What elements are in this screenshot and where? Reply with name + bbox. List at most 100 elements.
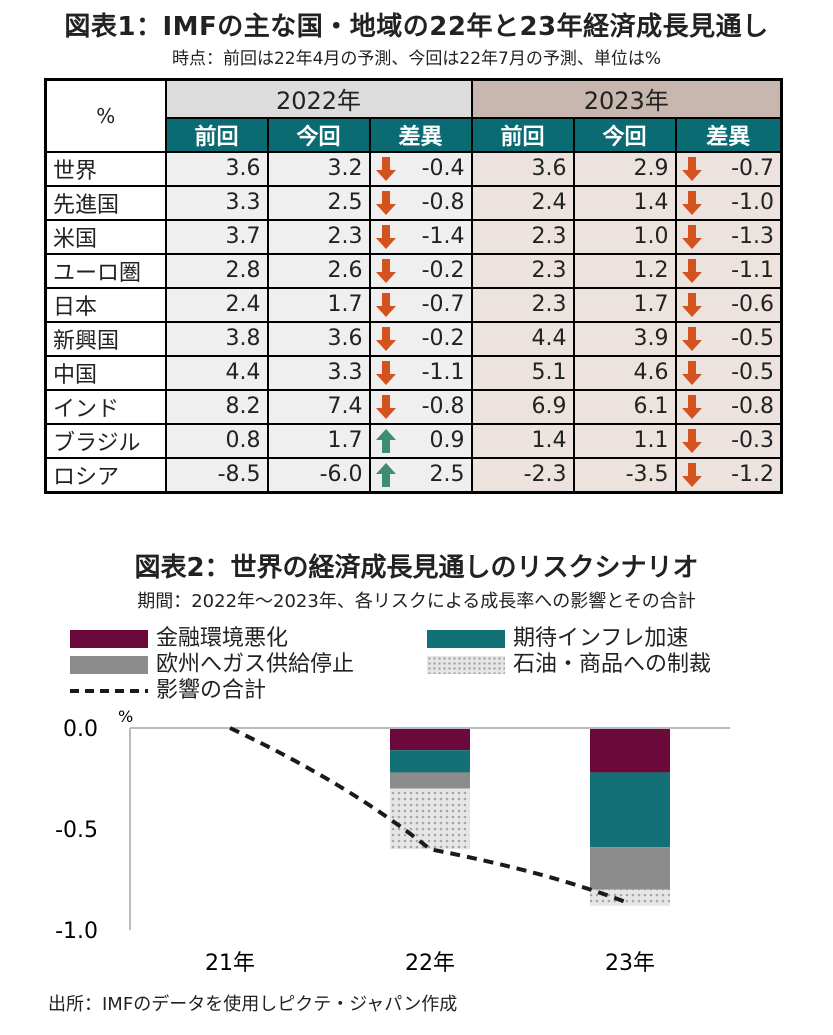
diff-value: -0.8 xyxy=(421,190,465,215)
diff-cell: -0.8 xyxy=(368,184,473,221)
diff-cell: -1.1 xyxy=(368,354,473,391)
value-cell: 2.4 xyxy=(470,184,575,221)
down-arrow-icon xyxy=(681,428,702,453)
legend-item-sanctions: 石油・商品への制裁 xyxy=(427,652,711,678)
value-cell: 4.4 xyxy=(164,354,269,391)
row-label: 先進国 xyxy=(44,184,167,221)
diff-cell: -1.3 xyxy=(674,218,783,255)
down-arrow-icon xyxy=(681,258,702,283)
table-row: ブラジル 0.8 1.7 0.9 1.4 1.1 -0.3 xyxy=(44,422,783,459)
diff-cell: -0.7 xyxy=(368,286,473,323)
bar-segment xyxy=(590,847,670,890)
diff-value: -0.5 xyxy=(731,326,775,351)
row-label: インド xyxy=(44,388,167,425)
diff-cell: -1.1 xyxy=(674,252,783,289)
table-row: ユーロ圏 2.8 2.6 -0.2 2.3 1.2 -1.1 xyxy=(44,252,783,289)
subheader-prev-2023: 前回 xyxy=(470,116,575,153)
table-title: 図表1：IMFの主な国・地域の22年と23年経済成長見通し xyxy=(64,12,769,42)
diff-cell: -0.5 xyxy=(674,354,783,391)
risk-scenario-chart: % 0.0 -0.5 -1.0 21年 22年 23年 xyxy=(55,707,730,976)
diff-value: -0.8 xyxy=(731,394,775,419)
down-arrow-icon xyxy=(681,224,702,249)
down-arrow-icon xyxy=(375,394,396,419)
diff-value: -1.1 xyxy=(731,258,775,283)
row-label: 世界 xyxy=(44,150,167,187)
y-tick-label: 0.0 xyxy=(63,717,98,742)
value-cell: 0.8 xyxy=(164,422,269,459)
diff-cell: -0.3 xyxy=(674,422,783,459)
down-arrow-icon xyxy=(681,462,702,487)
diff-value: -1.4 xyxy=(421,224,465,249)
subheader-curr-2022: 今回 xyxy=(266,116,371,153)
value-cell: 2.4 xyxy=(164,286,269,323)
diff-value: -0.2 xyxy=(421,258,465,283)
legend-label-financial: 金融環境悪化 xyxy=(156,626,289,651)
diff-cell: -1.0 xyxy=(674,184,783,221)
chart-subtitle: 期間：2022年～2023年、各リスクによる成長率への影響とその合計 xyxy=(137,591,696,612)
legend-item-financial: 金融環境悪化 xyxy=(70,626,288,652)
diff-value: -0.7 xyxy=(731,156,775,181)
value-cell: -6.0 xyxy=(266,456,371,493)
legend-label-sanctions: 石油・商品への制裁 xyxy=(513,652,712,677)
bar-segment xyxy=(390,728,470,751)
value-cell: 2.3 xyxy=(266,218,371,255)
value-cell: 1.7 xyxy=(572,286,677,323)
bar-segment xyxy=(390,772,470,789)
bar-segment xyxy=(590,772,670,848)
source-note: 出所：IMFのデータを使用しピクテ・ジャパン作成 xyxy=(48,994,458,1015)
row-label: 新興国 xyxy=(44,320,167,357)
value-cell: -2.3 xyxy=(470,456,575,493)
diff-cell: -0.2 xyxy=(368,320,473,357)
value-cell: 3.7 xyxy=(164,218,269,255)
down-arrow-icon xyxy=(681,156,702,181)
diff-cell: -0.6 xyxy=(674,286,783,323)
legend-label-total: 影響の合計 xyxy=(156,678,267,703)
value-cell: -8.5 xyxy=(164,456,269,493)
bar-segment xyxy=(390,788,470,850)
diff-cell: -0.4 xyxy=(368,150,473,187)
row-label: ロシア xyxy=(44,456,167,493)
legend-item-gas: 欧州へガス供給停止 xyxy=(70,652,354,678)
table-subtitle: 時点：前回は22年4月の予測、今回は22年7月の予測、単位は% xyxy=(171,49,662,69)
legend-item-total: 影響の合計 xyxy=(70,678,266,704)
value-cell: 5.1 xyxy=(470,354,575,391)
legend-swatch-financial xyxy=(70,630,148,648)
legend-label-inflation: 期待インフレ加速 xyxy=(513,626,689,651)
total-impact-line xyxy=(229,726,631,906)
diff-cell: 2.5 xyxy=(368,456,473,493)
legend-swatch-sanctions xyxy=(427,656,505,674)
bar-segment xyxy=(390,750,470,773)
diff-value: -0.8 xyxy=(421,394,465,419)
row-label: 中国 xyxy=(44,354,167,391)
y-axis-unit: % xyxy=(118,707,133,726)
unit-header: % xyxy=(44,78,167,153)
row-label: 米国 xyxy=(44,218,167,255)
diff-cell: -0.7 xyxy=(674,150,783,187)
table-row: 世界 3.6 3.2 -0.4 3.6 2.9 -0.7 xyxy=(44,150,783,187)
subheader-curr-2023: 今回 xyxy=(572,116,677,153)
diff-value: -1.2 xyxy=(731,462,775,487)
up-arrow-icon xyxy=(375,428,396,453)
value-cell: 4.4 xyxy=(470,320,575,357)
value-cell: 1.2 xyxy=(572,252,677,289)
diff-value: -1.3 xyxy=(731,224,775,249)
value-cell: 1.4 xyxy=(572,184,677,221)
diff-value: -0.6 xyxy=(731,292,775,317)
row-label: ブラジル xyxy=(44,422,167,459)
value-cell: 1.4 xyxy=(470,422,575,459)
down-arrow-icon xyxy=(681,190,702,215)
value-cell: 2.9 xyxy=(572,150,677,187)
legend-swatch-total xyxy=(70,689,148,693)
legend-swatch-inflation xyxy=(427,630,505,648)
down-arrow-icon xyxy=(681,360,702,385)
diff-value: 0.9 xyxy=(429,428,465,453)
value-cell: 3.3 xyxy=(164,184,269,221)
diff-value: -0.4 xyxy=(421,156,465,181)
value-cell: -3.5 xyxy=(572,456,677,493)
value-cell: 8.2 xyxy=(164,388,269,425)
diff-cell: -0.5 xyxy=(674,320,783,357)
down-arrow-icon xyxy=(681,394,702,419)
table-row: 中国 4.4 3.3 -1.1 5.1 4.6 -0.5 xyxy=(44,354,783,391)
down-arrow-icon xyxy=(375,258,396,283)
value-cell: 3.8 xyxy=(164,320,269,357)
